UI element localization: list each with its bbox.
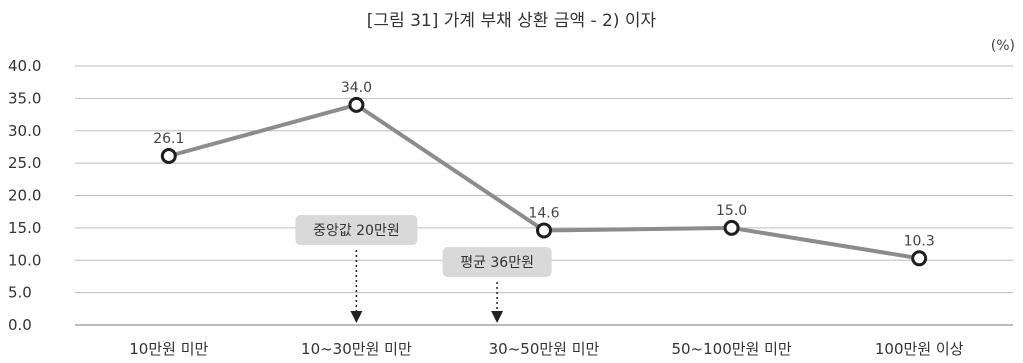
data-label: 26.1 [153,131,184,147]
y-tick-label: 0.0 [8,316,32,334]
y-tick-label: 25.0 [8,154,41,172]
x-tick-label: 100만원 이상 [875,340,964,358]
data-point [536,222,552,239]
x-tick-label: 10~30만원 미만 [301,340,412,358]
annotation-label: 평균 36만원 [460,255,534,271]
y-tick-label: 40.0 [8,57,41,75]
x-tick-label: 30~50만원 미만 [489,340,600,358]
data-point [348,96,365,113]
chart-title: [그림 31] 가계 부채 상환 금액 - 2) 이자 [366,11,657,31]
unit-label: (%) [990,38,1015,54]
x-tick-label: 50~100만원 미만 [671,340,791,358]
annotation-arrow-head [491,311,504,323]
x-tick-label: 10만원 미만 [129,340,208,358]
data-label: 15.0 [716,203,747,219]
data-point [160,148,177,165]
annotation-box [295,215,418,245]
y-tick-label: 30.0 [8,122,41,140]
data-label: 14.6 [528,205,559,221]
y-tick-label: 15.0 [8,219,41,237]
data-label: 34.0 [341,80,372,96]
data-point [911,250,928,267]
annotation-arrow-head [350,311,363,323]
annotation-label: 중앙값 20만원 [313,223,400,239]
y-tick-label: 10.0 [8,251,41,269]
annotation-box [442,247,552,277]
data-label: 10.3 [904,233,935,249]
y-tick-label: 35.0 [8,89,41,107]
y-tick-label: 20.0 [8,187,41,205]
y-tick-label: 5.0 [8,284,32,302]
data-point [723,219,740,236]
